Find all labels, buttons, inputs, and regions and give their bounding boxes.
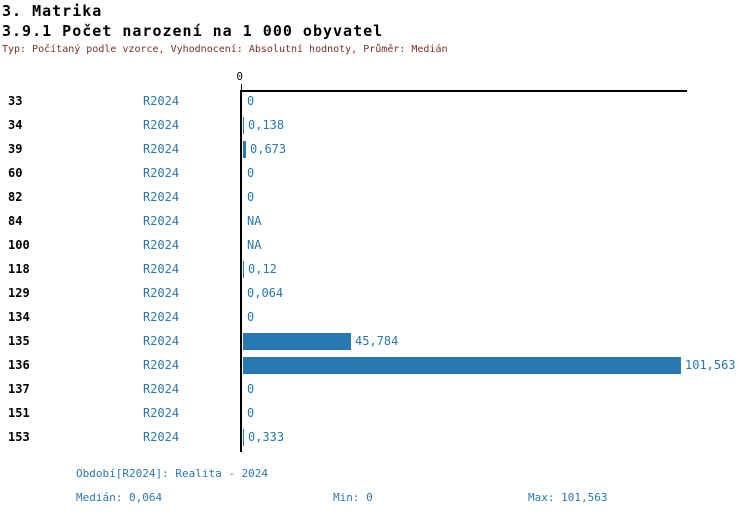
- row-bar: [243, 356, 681, 374]
- row-bar: [243, 260, 244, 278]
- row-period-label: R2024: [143, 286, 180, 300]
- chart-row: 60 R2024 0: [0, 161, 750, 185]
- row-period-label: R2024: [143, 190, 180, 204]
- row-value-label: 0: [247, 190, 255, 204]
- row-bar: [243, 140, 246, 158]
- row-cell: NA: [243, 209, 261, 233]
- row-period-label: R2024: [143, 94, 180, 108]
- row-cell: 0: [243, 89, 254, 113]
- row-category-label: 84: [8, 214, 23, 228]
- row-category-label: 118: [8, 262, 30, 276]
- row-cell: NA: [243, 233, 261, 257]
- y-axis-line: [240, 90, 242, 452]
- row-cell: 0,138: [243, 113, 284, 137]
- row-period-label: R2024: [143, 214, 180, 228]
- row-period-label: R2024: [143, 334, 180, 348]
- row-cell: 0: [243, 305, 254, 329]
- row-cell: 0: [243, 401, 254, 425]
- row-cell: 0,064: [243, 281, 283, 305]
- row-period-label: R2024: [143, 262, 180, 276]
- chart-row: 118 R2024 0,12: [0, 257, 750, 281]
- report-section-title: 3. Matrika: [2, 2, 103, 20]
- row-value-label: 0: [247, 382, 255, 396]
- chart-row: 100 R2024 NA: [0, 233, 750, 257]
- chart-row: 84 R2024 NA: [0, 209, 750, 233]
- x-axis-tick-label: 0: [236, 70, 243, 83]
- row-period-label: R2024: [143, 358, 180, 372]
- x-axis-tick-mark: [241, 84, 242, 91]
- chart-row: 134 R2024 0: [0, 305, 750, 329]
- chart-row: 153 R2024 0,333: [0, 425, 750, 449]
- row-category-label: 153: [8, 430, 30, 444]
- row-period-label: R2024: [143, 430, 180, 444]
- row-period-label: R2024: [143, 166, 180, 180]
- chart-title: 3.9.1 Počet narození na 1 000 obyvatel: [2, 22, 384, 40]
- row-cell: 0: [243, 377, 254, 401]
- row-bar: [243, 116, 244, 134]
- row-period-label: R2024: [143, 406, 180, 420]
- row-value-label: 0: [247, 166, 255, 180]
- footer-period: Období[R2024]: Realita - 2024: [76, 467, 269, 480]
- row-category-label: 33: [8, 94, 23, 108]
- row-value-label: 0,673: [250, 142, 287, 156]
- row-bar: [243, 428, 244, 446]
- row-value-label: 0: [247, 94, 255, 108]
- row-period-label: R2024: [143, 310, 180, 324]
- row-cell: 0: [243, 185, 254, 209]
- chart-row: 151 R2024 0: [0, 401, 750, 425]
- row-period-label: R2024: [143, 238, 180, 252]
- row-category-label: 100: [8, 238, 30, 252]
- row-value-label: 0,138: [248, 118, 285, 132]
- row-cell: 0,673: [243, 137, 286, 161]
- row-cell: 0: [243, 161, 254, 185]
- footer-median: Medián: 0,064: [76, 491, 163, 504]
- chart-rows: 33 R2024 0 34 R2024 0,138 39 R2024 0,673…: [0, 89, 750, 449]
- row-category-label: 151: [8, 406, 30, 420]
- chart-row: 82 R2024 0: [0, 185, 750, 209]
- chart-row: 135 R2024 45,784: [0, 329, 750, 353]
- row-category-label: 137: [8, 382, 30, 396]
- row-value-label: NA: [247, 214, 262, 228]
- chart-row: 137 R2024 0: [0, 377, 750, 401]
- row-cell: 101,563: [243, 353, 736, 377]
- row-bar: [243, 332, 351, 350]
- row-cell: 45,784: [243, 329, 398, 353]
- row-value-label: 0: [247, 406, 255, 420]
- row-value-label: NA: [247, 238, 262, 252]
- chart-row: 33 R2024 0: [0, 89, 750, 113]
- chart-row: 136 R2024 101,563: [0, 353, 750, 377]
- row-cell: 0,12: [243, 257, 277, 281]
- row-category-label: 60: [8, 166, 23, 180]
- row-value-label: 0,333: [248, 430, 285, 444]
- row-value-label: 45,784: [355, 334, 399, 348]
- row-category-label: 129: [8, 286, 30, 300]
- chart-subtitle: Typ: Počítaný podle vzorce, Vyhodnocení:…: [2, 44, 448, 55]
- row-category-label: 39: [8, 142, 23, 156]
- chart-row: 39 R2024 0,673: [0, 137, 750, 161]
- footer-min: Min: 0: [333, 491, 373, 504]
- row-cell: 0,333: [243, 425, 284, 449]
- row-value-label: 0,12: [248, 262, 277, 276]
- row-period-label: R2024: [143, 382, 180, 396]
- row-period-label: R2024: [143, 142, 180, 156]
- row-category-label: 135: [8, 334, 30, 348]
- row-value-label: 0: [247, 310, 255, 324]
- chart-row: 34 R2024 0,138: [0, 113, 750, 137]
- x-axis-line: [241, 90, 687, 92]
- row-category-label: 136: [8, 358, 30, 372]
- row-category-label: 82: [8, 190, 23, 204]
- row-category-label: 34: [8, 118, 23, 132]
- row-value-label: 0,064: [247, 286, 284, 300]
- row-value-label: 101,563: [685, 358, 736, 372]
- chart-row: 129 R2024 0,064: [0, 281, 750, 305]
- row-category-label: 134: [8, 310, 30, 324]
- footer-max: Max: 101,563: [528, 491, 608, 504]
- row-period-label: R2024: [143, 118, 180, 132]
